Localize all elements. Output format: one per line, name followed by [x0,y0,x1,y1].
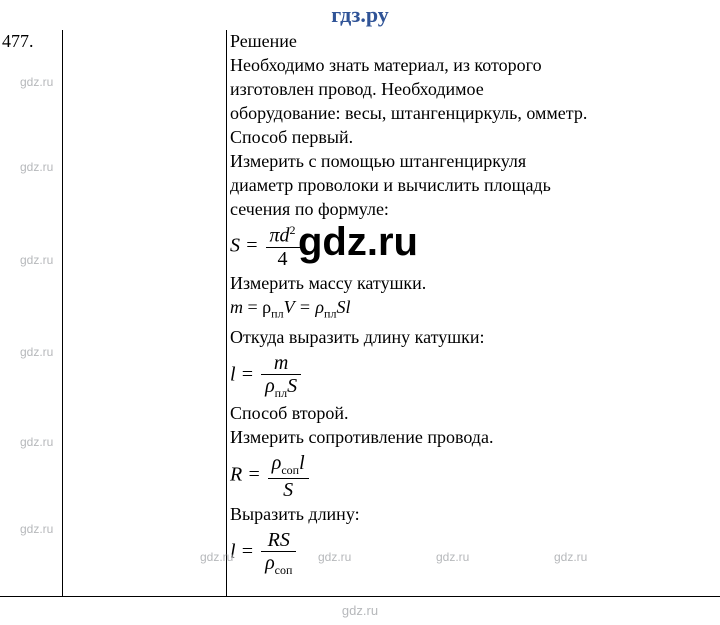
footer-watermark: gdz.ru [0,603,720,618]
method2-heading: Способ второй. [230,402,710,424]
site-header: гдз.ру [0,0,720,30]
solution-line: Измерить с помощью штангенциркуля [230,150,710,172]
den-sym: ρ [265,375,275,397]
watermark-small: gdz.ru [20,435,53,449]
den-sub: пл [275,386,287,400]
eq-sub: пл [271,306,283,320]
solution-line: Измерить сопротивление провода. [230,426,710,448]
solution-column: Решение Необходимо знать материал, из ко… [230,30,710,579]
watermark-small: gdz.ru [554,550,587,564]
watermark-large: gdz.ru [298,220,418,265]
formula-lhs: S = [230,234,264,256]
formula-S: S = πd2 4 [230,224,302,270]
den-sub: соп [275,563,293,577]
watermark-small: gdz.ru [20,522,53,536]
watermark-small: gdz.ru [200,550,233,564]
eq-part: m [230,297,243,317]
solution-line: Выразить длину: [230,503,710,525]
num-tail: l [299,452,305,474]
problem-number: 477. [2,30,34,52]
fraction: ρсопl S [268,452,309,500]
column-divider-2 [226,30,227,596]
watermark-small: gdz.ru [20,253,53,267]
den-tail: S [287,375,297,397]
fraction-num: πd2 [266,224,300,248]
fraction: m ρплS [261,352,301,400]
mass-equation: m = ρплV = ρплSl [230,296,710,325]
fraction-den: ρплS [261,375,301,400]
fraction-num: m [261,352,301,375]
num-text: πd [270,225,290,247]
formula-lhs: R = [230,464,266,486]
fraction-den: 4 [266,248,300,270]
solution-line: диаметр проволоки и вычислить площадь [230,174,710,196]
solution-line: Необходимо знать материал, из которого [230,54,710,76]
eq-sub: пл [324,306,336,320]
fraction: RS ρсоп [261,529,296,577]
watermark-small: gdz.ru [20,345,53,359]
fraction-num: ρсопl [268,452,309,478]
eq-part: V = ρ [284,297,324,317]
watermark-small: gdz.ru [436,550,469,564]
watermark-small: gdz.ru [20,75,53,89]
solution-line: изготовлен провод. Необходимое [230,78,710,100]
eq-part: Sl [336,297,350,317]
solution-line: Откуда выразить длину катушки: [230,326,710,348]
formula-lhs: l = [230,364,259,386]
watermark-small: gdz.ru [318,550,351,564]
formula-l1: l = m ρплS [230,352,303,400]
solution-line: сечения по формуле: [230,198,710,220]
content-area: 477. Решение Необходимо знать материал, … [0,30,720,598]
fraction-den: ρсоп [261,552,296,577]
eq-part: = ρ [243,297,271,317]
solution-line: Измерить массу катушки. [230,272,710,294]
formula-lhs: l = [230,540,259,562]
fraction-den: S [268,479,309,501]
fraction: πd2 4 [266,224,300,270]
formula-R: R = ρсопl S [230,452,311,500]
num-sub: соп [281,463,299,477]
site-title: гдз.ру [331,2,389,27]
problem-column: 477. [0,30,62,598]
fraction-num: RS [261,529,296,552]
bottom-divider [0,596,720,597]
solution-line: оборудование: весы, штангенциркуль, омме… [230,102,710,124]
num-exp: 2 [290,223,296,237]
num-sym: ρ [272,452,282,474]
watermark-small: gdz.ru [20,160,53,174]
method1-heading: Способ первый. [230,126,710,148]
column-divider-1 [62,30,63,596]
solution-heading: Решение [230,30,710,52]
den-sym: ρ [265,552,275,574]
page-root: гдз.ру 477. Решение Необходимо знать мат… [0,0,720,625]
formula-l2: l = RS ρсоп [230,529,298,577]
